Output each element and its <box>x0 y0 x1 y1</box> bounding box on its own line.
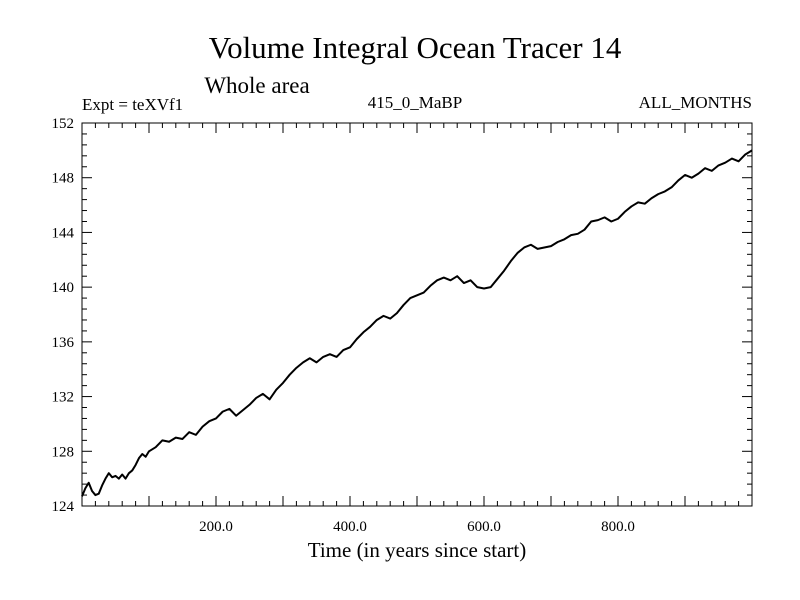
y-tick-label: 124 <box>52 499 75 515</box>
chart-subtitle: Whole area <box>204 73 309 98</box>
y-tick-label: 148 <box>52 171 75 187</box>
expt-label: Expt = teXVf1 <box>82 95 183 114</box>
y-tick-label: 128 <box>52 444 75 460</box>
plot-frame <box>81 122 753 507</box>
months-label: ALL_MONTHS <box>639 93 752 112</box>
x-tick-label: 800.0 <box>601 519 635 535</box>
y-tick-label: 144 <box>52 225 75 241</box>
y-tick-label: 140 <box>52 280 75 296</box>
x-tick-label: 600.0 <box>467 519 501 535</box>
y-tick-label: 132 <box>52 390 75 406</box>
x-tick-label: 200.0 <box>199 519 233 535</box>
chart-title: Volume Integral Ocean Tracer 14 <box>209 30 622 65</box>
y-tick-labels: 124 128 132 136 140 144 148 152 <box>52 116 75 515</box>
x-axis-title: Time (in years since start) <box>308 538 527 562</box>
run-label: 415_0_MaBP <box>368 93 462 112</box>
axis-ticks <box>82 123 752 506</box>
x-tick-label: 400.0 <box>333 519 367 535</box>
y-tick-label: 152 <box>52 116 75 132</box>
y-tick-label: 136 <box>52 335 75 351</box>
series-line <box>81 149 753 497</box>
x-tick-labels: 200.0 400.0 600.0 800.0 <box>199 519 635 535</box>
